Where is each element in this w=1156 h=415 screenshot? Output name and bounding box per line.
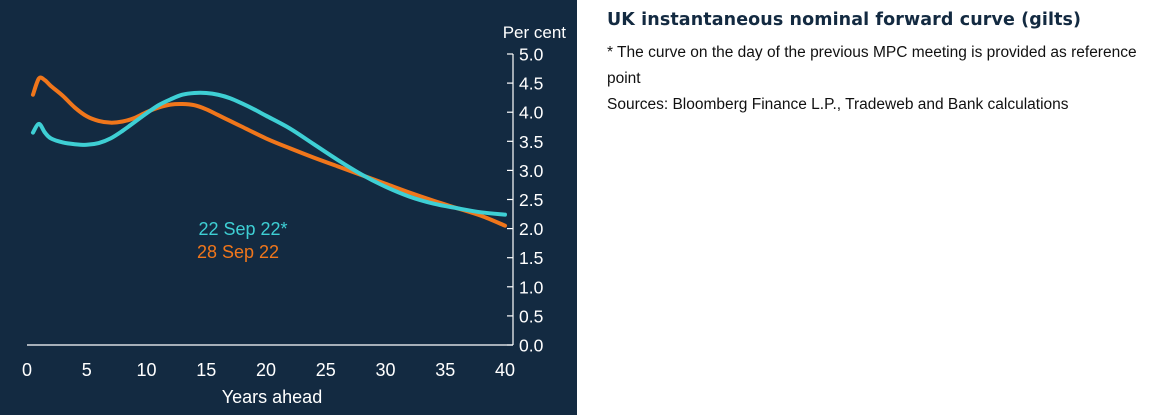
x-tick-label: 0 bbox=[22, 360, 32, 380]
x-tick-label: 40 bbox=[495, 360, 515, 380]
chart-title: UK instantaneous nominal forward curve (… bbox=[607, 10, 1082, 30]
x-tick-label: 30 bbox=[375, 360, 395, 380]
footnote: * The curve on the day of the previous M… bbox=[607, 44, 1137, 87]
chart-panel: Per cent Years ahead 0.0 0.5 1.0 1.5 2.0 2.5 3… bbox=[0, 0, 577, 415]
y-tick-label: 0.5 bbox=[519, 306, 543, 326]
y-tick-label: 0.0 bbox=[519, 336, 544, 356]
y-tick-label: 3.0 bbox=[519, 161, 544, 181]
legend-label-28-sep-22: 28 Sep 22 bbox=[197, 242, 279, 262]
series-lines bbox=[30, 75, 507, 228]
forward-curve-chart: Per cent Years ahead 0.0 0.5 1.0 1.5 2.0 2.5 3… bbox=[22, 23, 567, 407]
x-axis-title: Years ahead bbox=[222, 387, 322, 407]
y-tick-label: 1.5 bbox=[519, 248, 543, 268]
y-tick-label: 1.0 bbox=[519, 277, 544, 297]
series-line-28-sep-22 bbox=[30, 75, 507, 228]
y-axis-unit-label: Per cent bbox=[503, 23, 567, 42]
y-tick-label: 2.0 bbox=[519, 219, 544, 239]
y-tick-label: 3.5 bbox=[519, 132, 543, 152]
axes: 0.0 0.5 1.0 1.5 2.0 2.5 3.0 3.5 4.0 4.5 5.0 0 5 10 15 2… bbox=[22, 45, 544, 381]
x-tick-label: 15 bbox=[196, 360, 216, 380]
y-tick-label: 5.0 bbox=[519, 45, 544, 65]
legend: 22 Sep 22* 28 Sep 22 bbox=[197, 219, 288, 262]
sources-note: Sources: Bloomberg Finance L.P., Tradewe… bbox=[607, 96, 1069, 113]
chart-description: UK instantaneous nominal forward curve (… bbox=[607, 10, 1152, 118]
y-tick-label: 4.5 bbox=[519, 74, 543, 94]
series-line-22-sep-22 bbox=[30, 90, 507, 217]
x-tick-label: 10 bbox=[136, 360, 156, 380]
x-tick-label: 20 bbox=[256, 360, 276, 380]
y-tick-label: 2.5 bbox=[519, 190, 543, 210]
x-tick-label: 35 bbox=[435, 360, 455, 380]
x-tick-label: 25 bbox=[316, 360, 336, 380]
legend-label-22-sep-22: 22 Sep 22* bbox=[198, 219, 287, 239]
x-tick-label: 5 bbox=[82, 360, 92, 380]
y-tick-label: 4.0 bbox=[519, 103, 544, 123]
